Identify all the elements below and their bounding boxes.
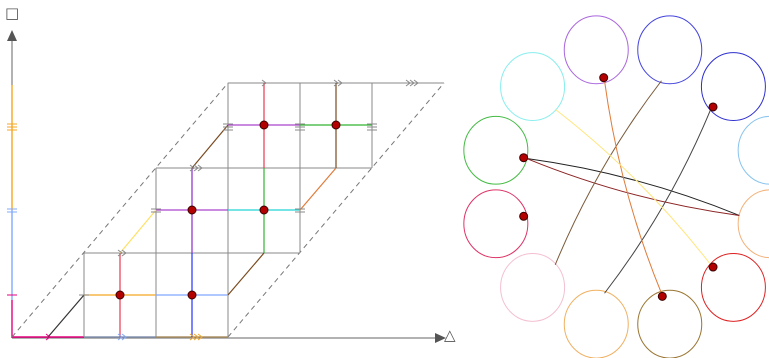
- lattice-vertex: [115, 290, 125, 300]
- edge-marker: [197, 333, 203, 341]
- ring-vertex: [519, 153, 529, 163]
- vertical-axis-arrowhead: [7, 30, 17, 41]
- ring-chord: [604, 109, 712, 294]
- edge-marker: [261, 79, 267, 87]
- edge-marker: [193, 164, 199, 172]
- lattice-edge: [47, 294, 85, 338]
- ring-chord: [554, 108, 712, 266]
- horizontal-axis-symbol: △: [444, 326, 456, 344]
- edge-marker: [45, 333, 51, 341]
- ring-chord: [526, 158, 740, 216]
- ring-circle: [563, 289, 629, 358]
- ring-vertex: [708, 262, 718, 272]
- lattice-edge: [191, 124, 229, 169]
- ring-circle: [637, 289, 703, 358]
- edge-marker: [189, 164, 195, 172]
- ring-vertex: [708, 102, 718, 112]
- edge-marker: [193, 333, 199, 341]
- edge-marker: [409, 79, 415, 87]
- edge-marker: [413, 79, 419, 87]
- edge-marker: [117, 333, 123, 341]
- dashed-boundary: [227, 82, 445, 338]
- ring-circle: [463, 189, 529, 259]
- ring-circle: [700, 52, 766, 122]
- ring-vertex: [519, 211, 529, 221]
- edge-marker: [333, 79, 339, 87]
- ring-circle: [737, 189, 769, 259]
- ring-vertex: [599, 73, 609, 83]
- edge-marker: [337, 79, 343, 87]
- lattice-edge: [299, 167, 337, 211]
- lattice-vertex: [259, 205, 269, 215]
- ring-circle: [737, 115, 769, 185]
- edge-marker: [117, 249, 123, 257]
- ring-circle: [500, 252, 566, 322]
- lattice-edge: [227, 252, 265, 296]
- lattice-vertex: [187, 205, 197, 215]
- edge-marker: [121, 333, 127, 341]
- vertical-axis-symbol: □: [5, 4, 20, 22]
- lattice-vertex: [259, 120, 269, 130]
- dashed-boundary: [11, 82, 229, 338]
- ring-vertex: [657, 291, 667, 301]
- ring-chord: [604, 80, 662, 294]
- edge-marker: [189, 333, 195, 341]
- ring-circle: [700, 252, 766, 322]
- edge-marker: [405, 79, 411, 87]
- horizontal-axis-arrowhead: [435, 333, 446, 343]
- lattice-vertex: [187, 290, 197, 300]
- ring-circle: [563, 15, 629, 85]
- ring-chord: [526, 158, 740, 216]
- ring-circle: [463, 115, 529, 185]
- ring-circle: [637, 15, 703, 85]
- ring-circle: [500, 52, 566, 122]
- lattice-vertex: [331, 120, 341, 130]
- edge-marker: [121, 249, 127, 257]
- edge-marker: [197, 164, 203, 172]
- lattice-edge: [119, 209, 157, 254]
- ring-chord: [554, 80, 662, 265]
